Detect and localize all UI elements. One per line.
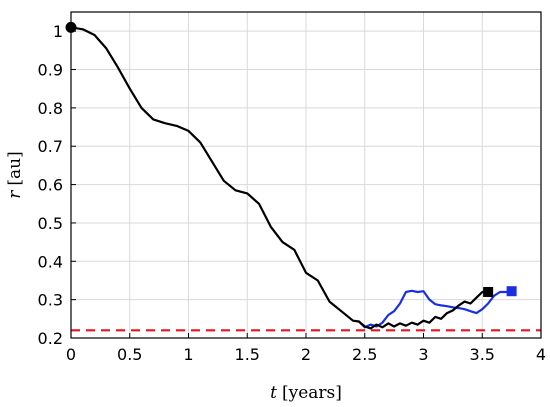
- x-axis-variable: t: [270, 383, 277, 403]
- x-tick-label: 2.5: [352, 345, 377, 364]
- x-tick-label: 0.5: [117, 345, 142, 364]
- x-tick-label: 4: [536, 345, 546, 364]
- end-marker-1: [506, 286, 517, 297]
- x-tick-label: 2: [301, 345, 311, 364]
- y-axis-variable: r: [5, 190, 25, 199]
- x-axis-label: t [years]: [270, 383, 342, 403]
- y-tick-label: 0.2: [38, 329, 63, 348]
- series-line-0: [69, 26, 490, 330]
- series-line-1: [357, 289, 513, 329]
- x-tick-label: 3: [418, 345, 428, 364]
- y-tick-label: 1: [53, 22, 63, 41]
- y-tick-label: 0.5: [38, 214, 63, 233]
- y-tick-label: 0.7: [38, 137, 63, 156]
- x-tick-label: 1.5: [235, 345, 260, 364]
- x-tick-label: 0: [66, 345, 76, 364]
- y-tick-label: 0.6: [38, 176, 63, 195]
- end-marker-0: [483, 286, 494, 297]
- y-tick-label: 0.8: [38, 99, 63, 118]
- y-tick-label: 0.9: [38, 61, 63, 80]
- x-tick-label: 3.5: [470, 345, 495, 364]
- y-tick-label: 0.4: [38, 252, 63, 271]
- ticks: 0 0.5 1 1.5 2 2.5 3 3.5 4 0.2 0.3 0.4 0.5 0.6 0.7 0.8 0.…: [38, 22, 547, 364]
- series-layer: [65, 21, 517, 330]
- x-axis-unit: [years]: [282, 383, 342, 403]
- grid: [70, 12, 542, 339]
- y-axis-label: r [au]: [5, 151, 25, 199]
- y-axis-unit: [au]: [5, 151, 25, 185]
- y-tick-label: 0.3: [38, 291, 63, 310]
- x-tick-label: 1: [183, 345, 193, 364]
